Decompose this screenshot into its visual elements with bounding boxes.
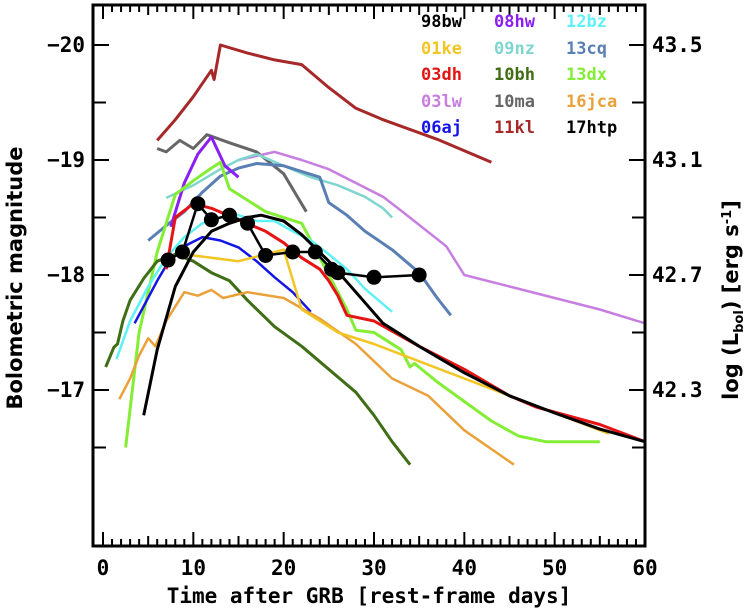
data-point-17htp bbox=[190, 196, 206, 212]
legend-entry-01ke: 01ke bbox=[421, 39, 462, 59]
x-tick-label: 0 bbox=[97, 556, 110, 580]
legend-entry-03lw: 03lw bbox=[421, 92, 463, 112]
legend-entry-10bh: 10bh bbox=[494, 65, 535, 85]
right-title-pre: log (L bbox=[719, 333, 743, 400]
legend-entry-16jca: 16jca bbox=[566, 92, 617, 112]
legend-entry-17htp: 17htp bbox=[566, 118, 617, 138]
y-axis-title: Bolometric magnitude bbox=[3, 146, 27, 409]
series-line-13dx bbox=[124, 160, 600, 448]
data-point-17htp bbox=[240, 215, 256, 231]
series-line-03dh bbox=[164, 202, 645, 444]
data-point-17htp bbox=[330, 265, 346, 281]
legend-entry-09nz: 09nz bbox=[494, 39, 535, 59]
data-point-17htp bbox=[258, 247, 274, 263]
x-axis-title: Time after GRB [rest-frame days] bbox=[167, 584, 572, 608]
series-line-16jca bbox=[118, 288, 515, 466]
x-tick-label: 20 bbox=[271, 556, 296, 580]
y-right-tick-label: 42.3 bbox=[652, 378, 703, 402]
legend-entry-98bw: 98bw bbox=[421, 12, 463, 32]
legend-entry-03dh: 03dh bbox=[421, 65, 462, 85]
data-point-17htp bbox=[366, 269, 382, 285]
y-axis-right-title: log (Lbol) [erg s-1] bbox=[719, 200, 747, 400]
x-tick-label: 60 bbox=[632, 556, 657, 580]
data-point-17htp bbox=[160, 252, 176, 268]
right-title-post: ) [erg s bbox=[719, 224, 743, 310]
x-tick-label: 10 bbox=[181, 556, 206, 580]
y-tick-label: −18 bbox=[47, 263, 85, 287]
y-tick-label: −20 bbox=[47, 33, 85, 57]
data-point-17htp bbox=[307, 244, 323, 260]
data-point-17htp bbox=[203, 212, 219, 228]
legend-entry-13dx: 13dx bbox=[566, 65, 607, 85]
y-right-tick-label: 42.7 bbox=[652, 263, 703, 287]
y-right-tick-label: 43.5 bbox=[652, 33, 703, 57]
data-point-17htp bbox=[285, 244, 301, 260]
series-line-10bh bbox=[104, 252, 412, 466]
data-point-17htp bbox=[174, 244, 190, 260]
legend-entry-13cq: 13cq bbox=[566, 39, 607, 59]
series-line-11kl bbox=[156, 43, 492, 164]
labels-layer: 0 10 20 30 40 50 60 −20 −19 −18 −17 43.5 43.1 42.7 42.… bbox=[47, 33, 703, 580]
ticks-layer bbox=[93, 5, 646, 546]
series-line-98bw bbox=[142, 213, 645, 444]
legend: 98bw 01ke 03dh 03lw 06aj 08hw 09nz 10bh 10ma 11kl… bbox=[421, 12, 617, 138]
x-tick-label: 50 bbox=[542, 556, 567, 580]
right-title-end: ] bbox=[719, 200, 743, 210]
legend-entry-10ma: 10ma bbox=[494, 92, 535, 112]
series-group bbox=[104, 43, 645, 466]
legend-entry-11kl: 11kl bbox=[494, 118, 535, 138]
y-tick-label: −19 bbox=[47, 148, 85, 172]
x-tick-label: 40 bbox=[452, 556, 477, 580]
series-line-03lw bbox=[238, 150, 645, 325]
data-point-17htp bbox=[221, 207, 237, 223]
right-title-sub: bol bbox=[732, 310, 747, 333]
right-title-sup: -1 bbox=[720, 210, 735, 224]
legend-entry-08hw: 08hw bbox=[494, 12, 536, 32]
data-point-17htp bbox=[411, 267, 427, 283]
x-tick-label: 30 bbox=[361, 556, 386, 580]
series-layer bbox=[104, 43, 645, 466]
y-right-tick-label: 43.1 bbox=[652, 148, 703, 172]
series-line-17htp bbox=[167, 202, 420, 279]
legend-entry-12bz: 12bz bbox=[566, 12, 607, 32]
y-tick-label: −17 bbox=[47, 378, 85, 402]
legend-entry-06aj: 06aj bbox=[421, 118, 462, 138]
